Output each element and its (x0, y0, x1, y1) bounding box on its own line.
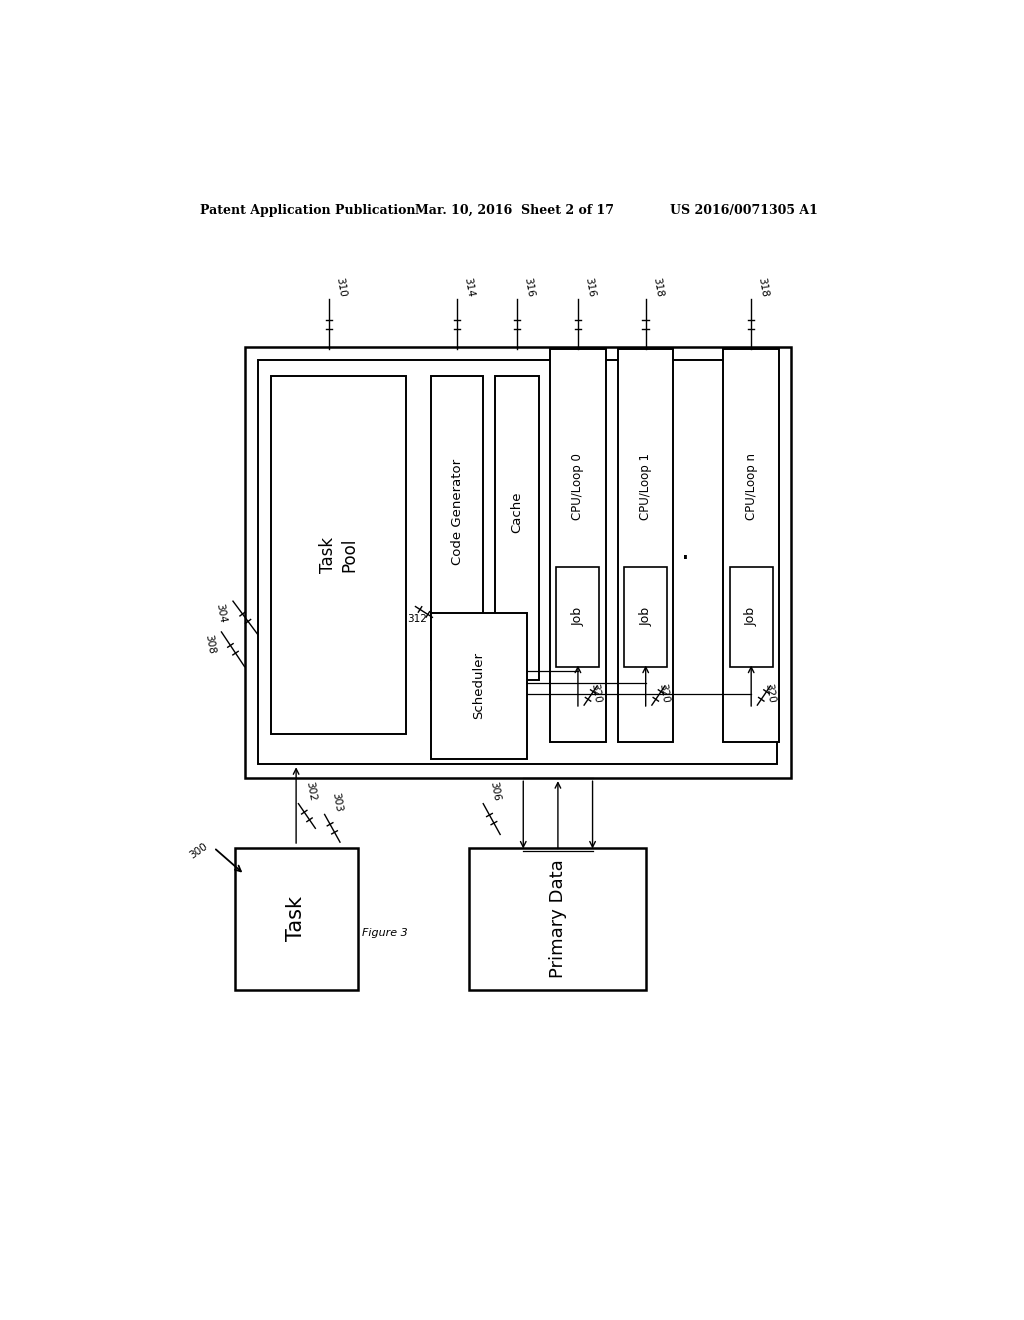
Text: Task: Task (286, 896, 306, 941)
Text: CPU/Loop 1: CPU/Loop 1 (639, 453, 652, 520)
Text: Mar. 10, 2016  Sheet 2 of 17: Mar. 10, 2016 Sheet 2 of 17 (416, 205, 614, 218)
Text: .: . (681, 537, 689, 565)
Bar (724, 350, 779, 742)
Text: 314: 314 (463, 276, 476, 298)
Text: Figure 3: Figure 3 (361, 928, 408, 939)
Text: Cache: Cache (511, 491, 523, 533)
Bar (625, 566, 668, 667)
Text: 308: 308 (203, 634, 216, 655)
Bar (550, 350, 605, 742)
Text: 312: 312 (408, 614, 427, 624)
Text: Primary Data: Primary Data (549, 859, 567, 978)
Bar (556, 566, 599, 667)
Bar (469, 847, 646, 990)
Text: Scheduler: Scheduler (472, 652, 485, 719)
Bar (431, 376, 483, 680)
Bar (245, 347, 792, 779)
Text: 320: 320 (763, 682, 776, 704)
Text: Job: Job (744, 607, 758, 626)
Bar (617, 350, 674, 742)
Text: 318: 318 (651, 276, 665, 298)
Text: 320: 320 (657, 682, 671, 704)
Text: Patent Application Publication: Patent Application Publication (200, 205, 416, 218)
Text: Task
Pool: Task Pool (319, 536, 358, 573)
Bar (431, 612, 527, 759)
Text: 303: 303 (330, 792, 343, 813)
Text: 320: 320 (590, 682, 603, 704)
Bar (730, 566, 773, 667)
Bar (495, 376, 540, 680)
Text: US 2016/0071305 A1: US 2016/0071305 A1 (670, 205, 817, 218)
Text: 316: 316 (584, 276, 597, 298)
Bar (271, 376, 407, 734)
Text: 302: 302 (304, 781, 317, 803)
Text: Job: Job (571, 607, 585, 626)
Text: 304: 304 (214, 603, 227, 624)
Text: Code Generator: Code Generator (451, 459, 464, 565)
Text: CPU/Loop 0: CPU/Loop 0 (571, 453, 585, 520)
Text: CPU/Loop n: CPU/Loop n (744, 453, 758, 520)
Text: 316: 316 (522, 276, 536, 298)
Text: Job: Job (639, 607, 652, 626)
Text: 318: 318 (757, 276, 770, 298)
Bar (258, 360, 777, 764)
Text: 306: 306 (488, 781, 502, 803)
Text: 300: 300 (187, 842, 209, 861)
Bar (234, 847, 357, 990)
Text: 310: 310 (335, 277, 348, 298)
